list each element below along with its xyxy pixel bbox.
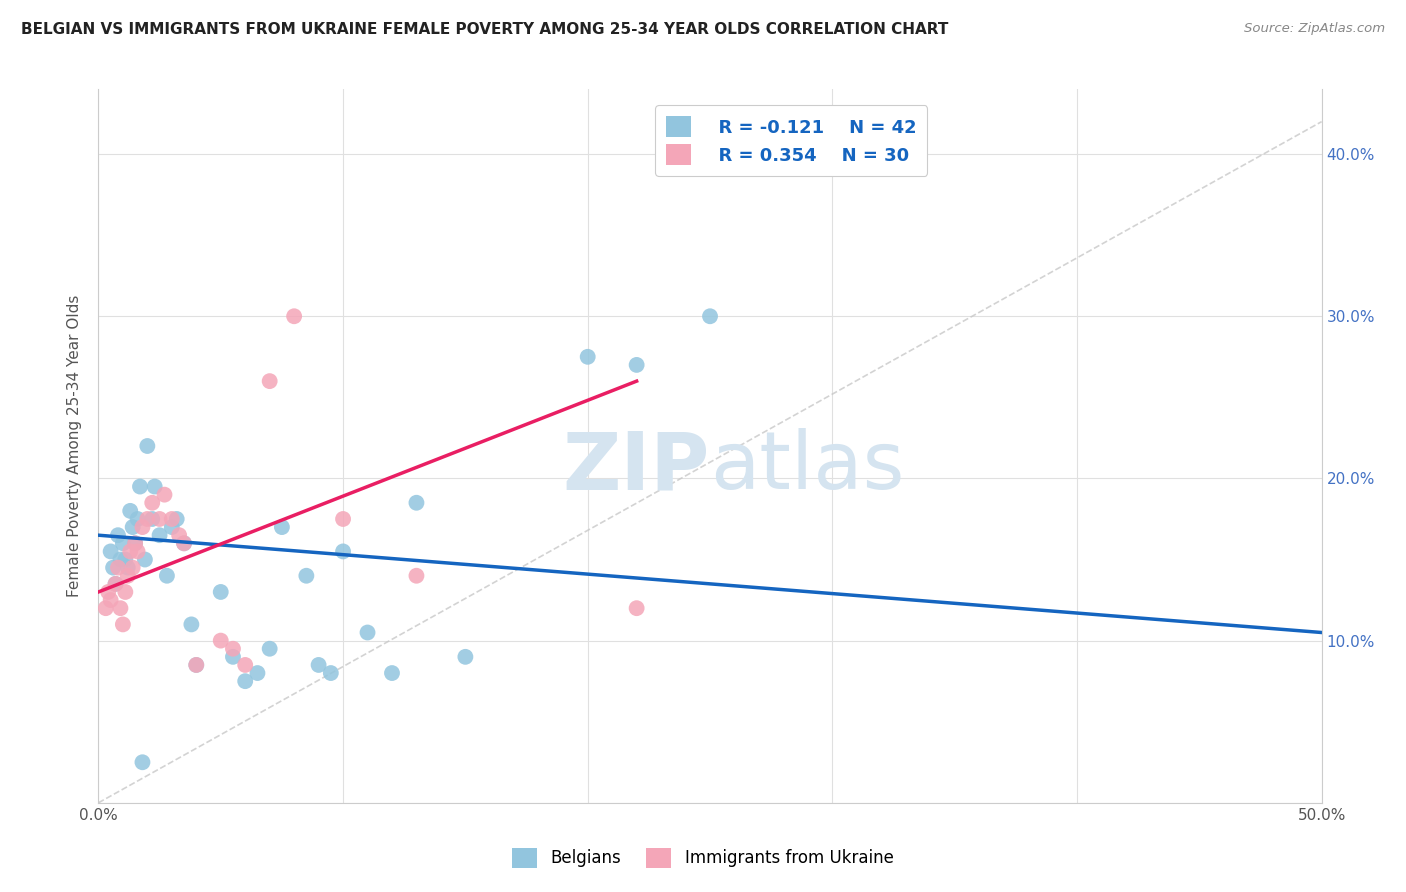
Point — [141, 496, 163, 510]
Point — [124, 536, 146, 550]
Point — [127, 512, 149, 526]
Point — [136, 512, 159, 526]
Point — [110, 601, 132, 615]
Point — [97, 585, 120, 599]
Point — [129, 479, 152, 493]
Point — [104, 577, 127, 591]
Point — [246, 666, 269, 681]
Point — [101, 560, 124, 574]
Point — [160, 512, 183, 526]
Point — [120, 504, 142, 518]
Point — [131, 520, 153, 534]
Point — [127, 544, 149, 558]
Point — [107, 560, 129, 574]
Point — [149, 528, 172, 542]
Point — [283, 310, 305, 324]
Point — [319, 666, 342, 681]
Point — [111, 617, 134, 632]
Point — [111, 536, 134, 550]
Point — [699, 310, 721, 324]
Point — [186, 657, 208, 672]
Point — [295, 568, 318, 582]
Point — [134, 552, 156, 566]
Point — [233, 674, 256, 689]
Legend: Belgians, Immigrants from Ukraine: Belgians, Immigrants from Ukraine — [506, 841, 900, 875]
Point — [405, 568, 427, 582]
Point — [167, 528, 190, 542]
Point — [186, 657, 208, 672]
Point — [209, 633, 232, 648]
Text: ZIP: ZIP — [562, 428, 710, 507]
Point — [121, 560, 143, 574]
Point — [270, 520, 294, 534]
Point — [576, 350, 599, 364]
Point — [156, 568, 179, 582]
Point — [136, 439, 159, 453]
Point — [166, 512, 188, 526]
Point — [626, 601, 648, 615]
Point — [405, 496, 427, 510]
Point — [120, 544, 142, 558]
Point — [94, 601, 117, 615]
Point — [332, 512, 354, 526]
Point — [332, 544, 354, 558]
Point — [121, 520, 143, 534]
Point — [180, 617, 202, 632]
Point — [114, 585, 136, 599]
Point — [222, 641, 245, 656]
Point — [107, 528, 129, 542]
Point — [149, 512, 172, 526]
Y-axis label: Female Poverty Among 25-34 Year Olds: Female Poverty Among 25-34 Year Olds — [67, 295, 83, 597]
Point — [356, 625, 378, 640]
Point — [104, 577, 127, 591]
Point — [131, 756, 153, 770]
Point — [114, 552, 136, 566]
Legend:   R = -0.121    N = 42,   R = 0.354    N = 30: R = -0.121 N = 42, R = 0.354 N = 30 — [655, 105, 928, 176]
Point — [160, 520, 183, 534]
Text: atlas: atlas — [710, 428, 904, 507]
Point — [143, 479, 166, 493]
Point — [153, 488, 176, 502]
Point — [173, 536, 195, 550]
Point — [173, 536, 195, 550]
Point — [626, 358, 648, 372]
Point — [454, 649, 477, 664]
Point — [100, 593, 122, 607]
Point — [222, 649, 245, 664]
Text: BELGIAN VS IMMIGRANTS FROM UKRAINE FEMALE POVERTY AMONG 25-34 YEAR OLDS CORRELAT: BELGIAN VS IMMIGRANTS FROM UKRAINE FEMAL… — [21, 22, 949, 37]
Point — [259, 641, 281, 656]
Text: Source: ZipAtlas.com: Source: ZipAtlas.com — [1244, 22, 1385, 36]
Point — [124, 536, 146, 550]
Point — [117, 560, 139, 574]
Point — [117, 568, 139, 582]
Point — [233, 657, 256, 672]
Point — [100, 544, 122, 558]
Point — [209, 585, 232, 599]
Point — [308, 657, 330, 672]
Point — [259, 374, 281, 388]
Point — [110, 552, 132, 566]
Point — [141, 512, 163, 526]
Point — [381, 666, 404, 681]
